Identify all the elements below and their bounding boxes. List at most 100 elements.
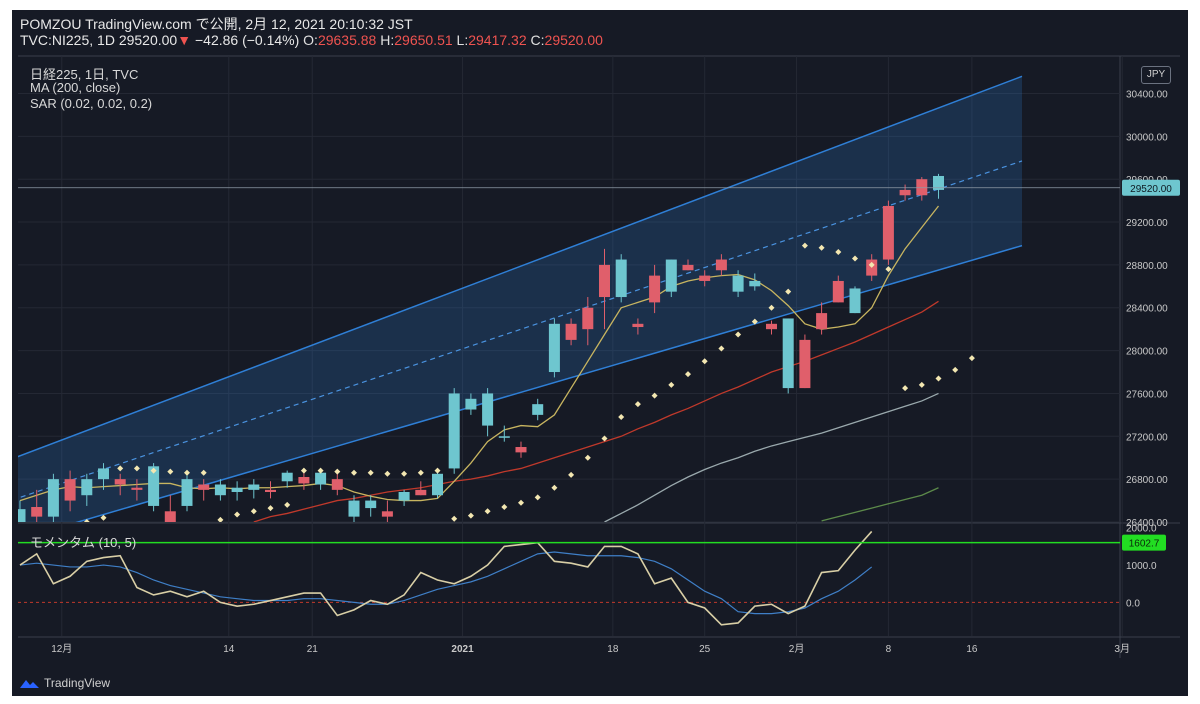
sar-dot [434,467,441,474]
ohlc-header: TVC:NI225, 1D 29520.00▼ −42.86 (−0.14%) … [20,32,603,48]
candle-body [448,393,460,469]
candle-body [281,472,293,482]
candle-body [498,436,510,438]
sar-dot [451,515,458,522]
sar-dot [785,288,792,295]
candle-body [632,323,644,328]
price-tick-label: 28000.00 [1126,347,1168,358]
down-arrow-icon: ▼ [177,32,192,48]
sar-dot [417,469,424,476]
symbol-label: TVC:NI225, 1D [20,32,115,48]
time-tick-label: 14 [223,644,235,655]
candle-body [515,447,527,453]
currency-button[interactable]: JPY [1141,66,1171,84]
chart-svg[interactable]: 30400.0030000.0029600.0029200.0028800.00… [12,10,1188,696]
price-tick-label: 26400.00 [1126,518,1168,529]
sar-dot [384,470,391,477]
sar-dot [100,514,107,521]
price-pane [18,75,1023,522]
last-price-tag-label: 29520.00 [1130,184,1172,195]
sar-dot [618,414,625,421]
channel-mid-line [18,160,1023,499]
time-tick-label: 18 [607,644,619,655]
price-tick-label: 28800.00 [1126,261,1168,272]
candle-body [532,404,544,415]
candle-body [565,323,577,340]
legend-momentum[interactable]: モメンタム (10, 5) [30,535,137,550]
time-tick-label: 16 [966,644,978,655]
sar-dot [250,508,257,515]
candle-body [298,477,310,484]
candle-body [365,500,377,509]
legend-sar[interactable]: SAR (0.02, 0.02, 0.2) [30,96,153,111]
sar-dot [334,468,341,475]
chart-frame: POMZOU TradingView.com で公開, 2月 12, 2021 … [12,10,1188,696]
sar-dot [401,470,408,477]
momentum-tick-label: 2000.0 [1126,524,1157,535]
price-tick-label: 27200.00 [1126,432,1168,443]
candle-body [899,189,911,196]
sar-dot [735,331,742,338]
legend-ma[interactable]: MA (200, close) [30,80,121,95]
price-change: −42.86 (−0.14%) [194,32,300,48]
legend-symbol[interactable]: 日経225, 1日, TVC [30,67,139,82]
sar-dot [801,242,808,249]
candle-body [465,398,477,410]
tradingview-logo: TradingView [18,676,110,690]
candle-body [181,479,193,506]
candle-body [231,487,243,493]
sar-dot [952,366,959,373]
candle-body [214,484,226,496]
candle-body [18,509,26,522]
candle-body [933,175,944,190]
open-label: O: [303,32,318,48]
price-tick-label: 30000.00 [1126,132,1168,143]
candle-body [265,489,276,493]
sar-dot [200,469,207,476]
candle-body [81,479,93,496]
sar-dot [551,484,558,491]
high-label: H: [380,32,395,48]
candle-body [31,507,43,517]
candle-body [599,264,610,298]
candle-body [198,484,210,490]
sar-dot [668,381,675,388]
sar-dot [518,499,524,506]
sar-dot [267,505,274,512]
momentum-tick-label: 0.0 [1126,598,1140,609]
ma-long-line [604,392,939,522]
candle-body [315,472,327,485]
momentum-tick-label: 1000.0 [1126,561,1157,572]
sar-dot [467,512,474,519]
sar-dot [968,355,975,362]
momentum-value-tag [1122,534,1166,551]
price-tick-label: 29200.00 [1126,218,1168,229]
time-tick-label: 3月 [1114,643,1130,655]
sar-dot [484,508,491,515]
sar-dot [367,469,374,476]
candle-body [615,259,627,298]
price-tick-label: 28400.00 [1126,304,1168,315]
sar-dot [852,255,858,262]
sar-dot [918,381,925,388]
candle-body [548,323,560,373]
candle-body [64,479,76,501]
sar-dot [568,471,575,478]
candle-body [482,393,494,426]
candle-body [98,468,109,480]
sar-dot [117,465,124,472]
candle-body [331,479,343,490]
sar-dot [284,501,291,508]
candle-body [415,489,427,496]
candle-body [699,275,711,281]
time-tick-label: 8 [886,644,892,655]
tradingview-brand: TradingView [44,676,111,690]
sar-dot [234,511,241,518]
candle-body [47,479,59,517]
sar-dot [818,244,825,251]
last-price-tag [1122,179,1180,196]
time-tick-label: 2月 [789,643,805,655]
time-tick-label: 25 [699,644,711,655]
time-tick-label: 2021 [451,644,474,655]
candle-body [682,264,694,271]
